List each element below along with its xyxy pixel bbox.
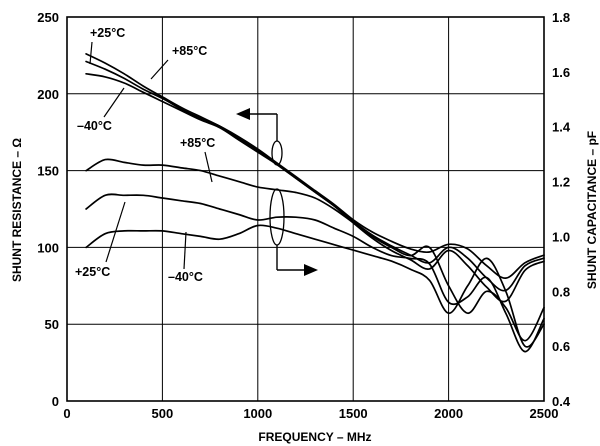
y-right-tick-label: 0.8 xyxy=(552,284,570,299)
annotation-resistance-plus25: +25°C xyxy=(90,26,125,40)
x-tick-label: 0 xyxy=(63,406,70,421)
plot-border xyxy=(66,16,545,402)
y-left-tick-label: 150 xyxy=(37,164,59,179)
plot-frame xyxy=(66,16,545,402)
x-tick-label: 1500 xyxy=(339,406,368,421)
x-tick-label: 500 xyxy=(152,406,174,421)
series-line-resistance-85-c xyxy=(85,60,545,292)
y-right-tick-label: 1.6 xyxy=(552,65,570,80)
y-right-tick-label: 1.0 xyxy=(552,229,570,244)
y-left-tick-label: 50 xyxy=(45,317,59,332)
annotation-resistance-minus40: –40°C xyxy=(77,119,112,133)
leader-resistance-plus85 xyxy=(150,59,169,80)
y-axis-right-title: SHUNT CAPACITANCE – pF xyxy=(585,131,599,289)
y-right-tick-label: 0.4 xyxy=(552,394,571,409)
y-right-tick-label: 1.8 xyxy=(552,10,570,25)
y-left-tick-label: 200 xyxy=(37,87,59,102)
x-axis-title: FREQUENCY – MHz xyxy=(258,430,371,444)
y-left-tick-label: 0 xyxy=(52,394,59,409)
x-tick-label: 1000 xyxy=(243,406,272,421)
annotations: +25°C +85°C –40°C +85°C +25°C –40°C xyxy=(75,26,215,284)
series-line-capacitance-40-c xyxy=(85,224,545,348)
annotation-capacitance-minus40: –40°C xyxy=(168,270,203,284)
y-left-tick-label: 100 xyxy=(37,240,59,255)
y-left-tick-label: 250 xyxy=(37,10,59,25)
y-axis-left-title: SHUNT RESISTANCE – Ω xyxy=(10,138,24,282)
leader-resistance-minus40 xyxy=(103,87,125,118)
series-line-capacitance-25-c xyxy=(85,193,545,353)
resistance-group-ellipse xyxy=(271,140,283,166)
right-arrow-icon xyxy=(304,264,318,276)
series-line-resistance-25-c xyxy=(85,53,545,279)
leader-capacitance-plus25 xyxy=(105,201,126,263)
tick-labels: 0 500 1000 1500 2000 2500 0 50 100 150 200 250 0.4 0.… xyxy=(37,10,571,421)
left-arrow-icon xyxy=(236,108,250,120)
series-group xyxy=(85,53,545,353)
x-tick-label: 2500 xyxy=(530,406,559,421)
pointer-arrows xyxy=(89,41,318,276)
y-right-tick-label: 1.2 xyxy=(552,175,570,190)
annotation-capacitance-plus25: +25°C xyxy=(75,265,110,279)
series-line-resistance-40-c xyxy=(85,72,545,303)
y-right-tick-label: 1.4 xyxy=(552,120,571,135)
y-right-tick-label: 0.6 xyxy=(552,339,570,354)
leader-capacitance-minus40 xyxy=(183,231,187,270)
leader-resistance-plus25 xyxy=(89,41,93,65)
axis-titles: FREQUENCY – MHz SHUNT RESISTANCE – Ω SHU… xyxy=(10,131,599,444)
grid xyxy=(66,16,545,402)
leader-capacitance-plus85 xyxy=(204,151,213,183)
annotation-capacitance-plus85: +85°C xyxy=(180,136,215,150)
series-line-capacitance-85-c xyxy=(85,158,545,342)
x-tick-label: 2000 xyxy=(434,406,463,421)
annotation-resistance-plus85: +85°C xyxy=(172,44,207,58)
